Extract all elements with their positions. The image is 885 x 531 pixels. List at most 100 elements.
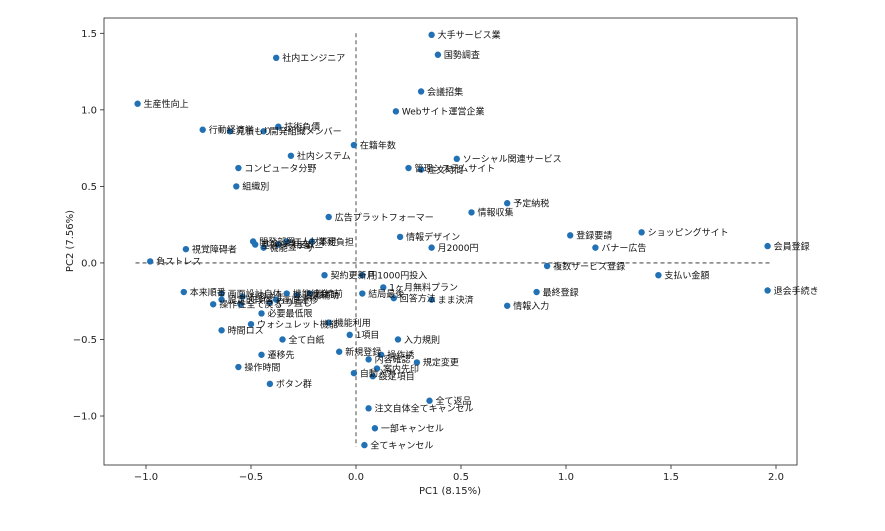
data-point [134, 100, 141, 107]
y-tick-label: 1.0 [81, 105, 97, 116]
data-point [369, 373, 376, 380]
data-point [350, 141, 358, 149]
data-point [428, 31, 435, 39]
y-tick-label: 0.5 [81, 182, 97, 193]
data-point [764, 287, 771, 294]
y-tick-label: 1.5 [81, 29, 97, 40]
point-label: 在籍年数 [360, 139, 396, 151]
data-point [260, 244, 267, 251]
point-label: 情報デザイン [406, 231, 460, 243]
x-tick-label: 1.5 [663, 472, 679, 483]
data-point [294, 291, 301, 299]
x-tick-label: −0.5 [239, 472, 263, 483]
point-label: 本来順番 [190, 286, 226, 298]
point-label: コンピュータ分野 [244, 163, 316, 174]
point-label: 全て戻る [247, 299, 283, 311]
y-tick-label: −0.5 [73, 335, 97, 346]
point-label: 必要最低限 [268, 308, 313, 320]
point-label: 1項目 [356, 330, 380, 341]
data-point [426, 397, 433, 404]
point-label: 情報収集 [478, 207, 514, 219]
data-point [390, 294, 397, 302]
data-point [346, 331, 353, 339]
data-point [533, 288, 540, 296]
point-label: ソーシャル関連サービス [463, 153, 562, 165]
data-point [218, 296, 225, 303]
x-tick-label: 2.0 [768, 472, 784, 483]
data-point [336, 348, 343, 355]
data-point [325, 213, 332, 221]
data-point [468, 209, 475, 216]
point-label: 会員登録 [774, 240, 810, 252]
data-point [275, 123, 282, 130]
point-label: 1ヶ月無料プラン [389, 282, 458, 294]
point-label: 時間ロス [228, 326, 264, 337]
point-label: 注文時間 [427, 164, 463, 176]
point-label: 管理システムサイト [415, 162, 496, 174]
data-point [235, 164, 242, 172]
point-label: 回答方法 [400, 292, 436, 304]
point-label: 全てキャンセル [370, 439, 433, 451]
data-point [252, 241, 259, 248]
y-tick-label: −1.0 [73, 412, 97, 423]
point-label: 退会手続き [774, 285, 819, 297]
data-point [308, 238, 316, 245]
data-point [371, 425, 379, 432]
data-point [237, 301, 244, 308]
data-point [273, 54, 280, 62]
point-label: 全て白紙 [289, 334, 325, 346]
point-label: 開発組織メンバー [270, 126, 342, 138]
data-point [226, 128, 234, 135]
data-point [279, 336, 286, 343]
data-point [210, 301, 217, 308]
point-label: 操作誘 [387, 349, 414, 361]
point-label: 月2000円 [438, 243, 479, 254]
data-point [258, 351, 265, 358]
data-point [260, 128, 267, 135]
data-point [218, 290, 225, 297]
point-label: 追加補助 [303, 289, 339, 301]
point-label: 機能ユーザー [270, 242, 324, 254]
point-label: 自動入力 [360, 367, 396, 379]
data-point [380, 284, 387, 291]
point-label: 一部キャンセル [381, 423, 444, 435]
point-label: 注文自体全てキャンセル [375, 403, 474, 415]
point-label: 継続前 [316, 288, 343, 300]
x-tick-label: 0.0 [348, 472, 364, 483]
data-point [306, 290, 313, 297]
point-label: ショッピングサイト [648, 227, 729, 239]
data-point [147, 258, 154, 265]
x-axis: −1.0 −0.5 0.0 0.5 1.0 1.5 2.0 [134, 465, 784, 483]
point-label: IT人材不足 [293, 236, 337, 248]
data-point [273, 296, 280, 303]
data-point [275, 241, 282, 248]
y-tick-label: 0.0 [81, 258, 97, 269]
point-label: 設定項目 [379, 371, 415, 383]
point-label: 設定前段階 [228, 294, 273, 306]
point-label: 開発部署 [259, 236, 295, 248]
data-point [182, 245, 190, 253]
data-point [365, 405, 372, 412]
data-point [321, 271, 328, 279]
point-label: 遷移先 [268, 349, 295, 361]
data-point [365, 356, 372, 363]
data-point [392, 108, 400, 115]
point-label: 利用者 [284, 239, 311, 251]
data-point [655, 271, 662, 279]
point-label: 情報入力 [513, 300, 549, 312]
point-label: 国勢調査 [444, 49, 480, 61]
point-label: 社内システム [297, 150, 351, 162]
data-point [287, 152, 295, 159]
data-point [266, 380, 274, 388]
data-point [428, 296, 435, 303]
data-point [405, 164, 412, 172]
data-point [235, 363, 242, 371]
data-point [180, 288, 187, 296]
data-point [361, 441, 368, 449]
point-label: 会議招集 [427, 86, 463, 98]
point-label: 組織別 [242, 181, 269, 193]
data-point [247, 320, 255, 328]
